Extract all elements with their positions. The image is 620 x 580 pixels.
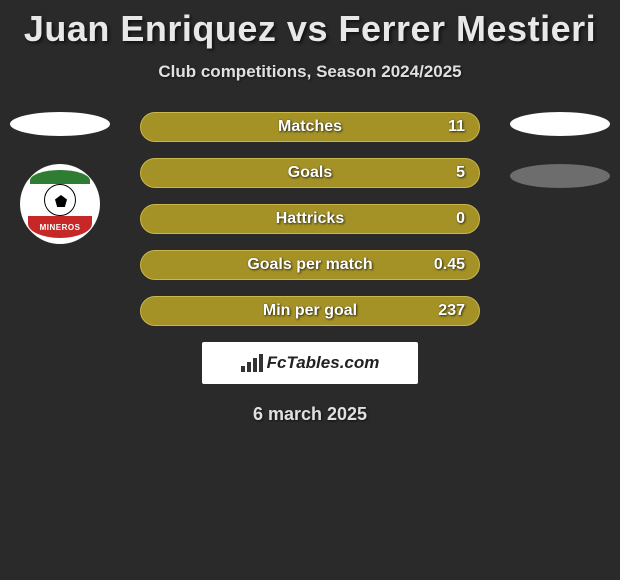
stat-value: 0 [456,210,465,228]
stat-value: 0.45 [434,256,465,274]
stat-bar: Matches 11 [140,112,480,142]
brand-text: FcTables.com [267,353,380,373]
player-right-marker-2 [510,164,610,188]
club-logo-top-stripe [30,170,90,184]
soccer-ball-icon [44,184,76,216]
player-right-marker [510,112,610,136]
club-logo-text: MINEROS [40,223,81,232]
stat-bars: Matches 11 Goals 5 Hattricks 0 Goals per match… [140,112,480,326]
page-subtitle: Club competitions, Season 2024/2025 [0,62,620,82]
comparison-panel: MINEROS Matches 11 Goals 5 Hattricks 0 Goals p… [0,112,620,425]
stat-label: Matches [278,118,342,136]
stat-label: Goals [288,164,332,182]
stat-label: Goals per match [247,256,372,274]
stat-value: 237 [438,302,465,320]
stat-bar: Hattricks 0 [140,204,480,234]
stat-bar: Goals per match 0.45 [140,250,480,280]
stat-label: Min per goal [263,302,357,320]
stat-bar: Goals 5 [140,158,480,188]
date-label: 6 march 2025 [0,404,620,425]
stat-value: 11 [448,118,465,136]
club-logo: MINEROS [20,164,100,244]
club-logo-name-band: MINEROS [28,216,92,238]
stat-label: Hattricks [276,210,344,228]
stat-value: 5 [456,164,465,182]
page-title: Juan Enriquez vs Ferrer Mestieri [0,0,620,50]
player-left-marker [10,112,110,136]
stat-bar: Min per goal 237 [140,296,480,326]
bar-chart-icon [241,354,263,372]
brand-box: FcTables.com [202,342,418,384]
